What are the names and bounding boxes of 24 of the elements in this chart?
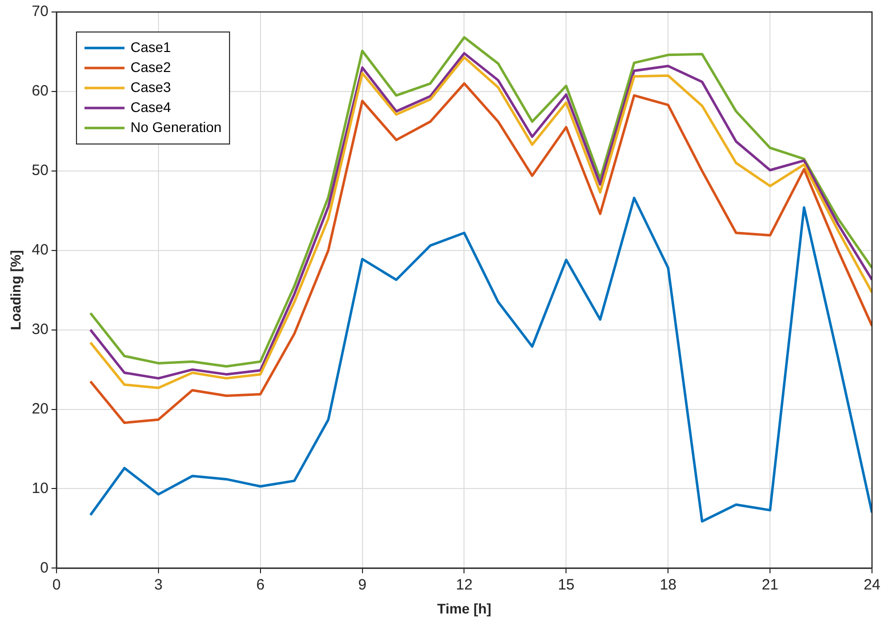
y-tick-label: 20 [32,400,48,418]
x-axis-title: Time [h] [437,600,492,616]
y-tick-label: 70 [32,3,48,20]
legend-label: No Generation [130,118,222,135]
x-tick-label: 9 [358,576,366,594]
legend-label: Case4 [130,98,172,115]
legend-label: Case3 [130,78,172,95]
x-tick-label: 21 [762,576,778,594]
y-tick-label: 10 [32,480,48,497]
y-tick-label: 40 [32,242,48,259]
x-tick-label: 18 [660,576,676,594]
y-tick-label: 60 [32,82,48,100]
x-tick-label: 24 [864,576,880,594]
y-tick-label: 50 [32,162,48,180]
y-axis-title: Loading [%] [7,250,24,330]
legend-label: Case1 [130,38,172,55]
x-tick-label: 15 [558,576,575,594]
x-tick-label: 12 [456,576,473,594]
legend-label: Case2 [130,58,172,75]
y-tick-label: 0 [40,559,48,576]
x-tick-label: 3 [154,576,163,594]
x-tick-label: 0 [52,576,61,594]
x-tick-label: 6 [256,576,265,594]
y-tick-label: 30 [32,320,48,338]
